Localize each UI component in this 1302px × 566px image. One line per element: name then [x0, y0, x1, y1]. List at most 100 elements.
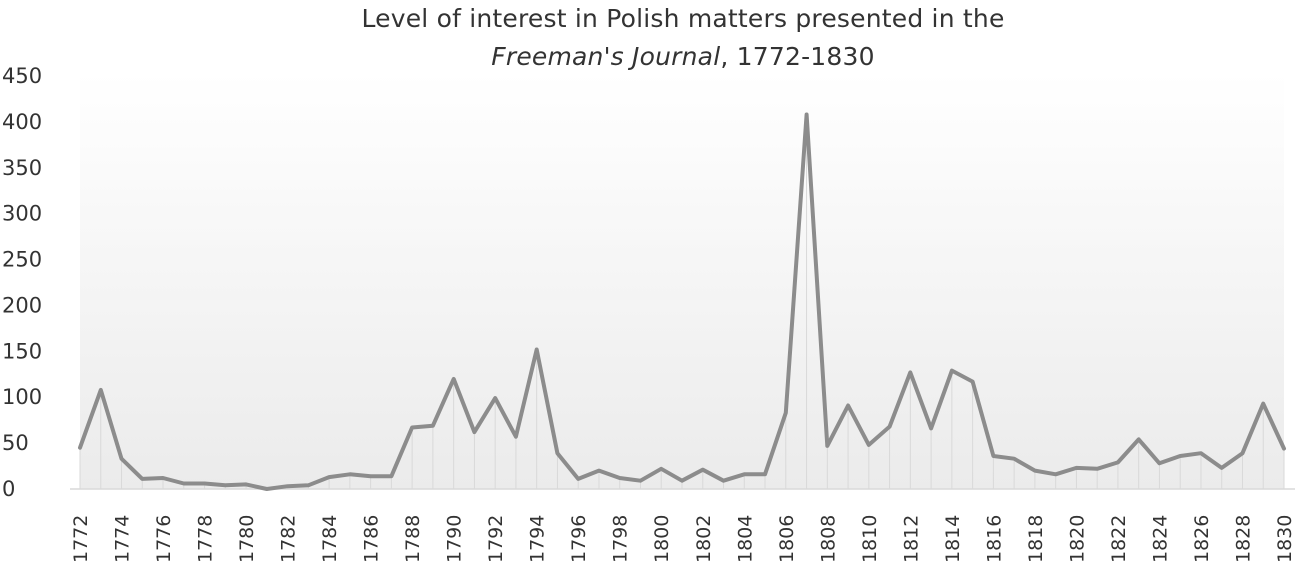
y-tick-label: 350: [2, 156, 42, 180]
data-point: [991, 454, 995, 458]
data-point: [1012, 457, 1016, 461]
x-tick-label: 1796: [568, 515, 590, 563]
x-tick-label: 1776: [153, 515, 175, 563]
x-tick-label: 1806: [776, 515, 798, 563]
data-point: [888, 425, 892, 429]
x-tick-label: 1816: [983, 515, 1005, 563]
data-point: [348, 472, 352, 476]
data-point: [99, 388, 103, 392]
data-point: [722, 479, 726, 483]
data-point: [472, 430, 476, 434]
data-point: [1220, 466, 1224, 470]
x-tick-label: 1828: [1232, 515, 1254, 563]
data-point: [805, 113, 809, 117]
data-point: [1033, 469, 1037, 473]
data-point: [576, 477, 580, 481]
x-tick-label: 1810: [859, 515, 881, 563]
x-tick-label: 1826: [1191, 515, 1213, 563]
x-tick-label: 1790: [444, 515, 466, 563]
data-point: [223, 483, 227, 487]
data-point: [410, 426, 414, 430]
data-point: [638, 479, 642, 483]
data-point: [659, 467, 663, 471]
drop-lines: [79, 114, 1285, 489]
data-point: [369, 474, 373, 478]
data-point: [1074, 466, 1078, 470]
x-tick-label: 1812: [900, 515, 922, 563]
data-point: [908, 370, 912, 374]
data-point: [1178, 454, 1182, 458]
data-point: [161, 476, 165, 480]
x-tick-label: 1822: [1108, 515, 1130, 563]
data-point: [1095, 467, 1099, 471]
data-point: [701, 468, 705, 472]
data-point: [1240, 451, 1244, 455]
data-point: [971, 380, 975, 384]
chart-title-years: , 1772-1830: [720, 42, 875, 71]
data-point: [389, 474, 393, 478]
x-tick-label: 1800: [651, 515, 673, 563]
data-point: [1137, 437, 1141, 441]
x-tick-label: 1798: [610, 515, 632, 563]
data-point: [846, 403, 850, 407]
data-point: [742, 472, 746, 476]
x-tick-label: 1804: [734, 515, 756, 563]
x-tick-label: 1814: [942, 515, 964, 563]
data-point: [1054, 472, 1058, 476]
y-axis-tick-labels: 0 50 100 150 200 250 300 350 400 450: [2, 64, 42, 501]
data-point: [1157, 461, 1161, 465]
data-point: [182, 481, 186, 485]
data-point: [597, 469, 601, 473]
data-point: [120, 457, 124, 461]
data-point: [950, 369, 954, 373]
data-points: [78, 113, 1286, 491]
y-tick-label: 300: [2, 202, 42, 226]
x-tick-label: 1786: [361, 515, 383, 563]
y-tick-label: 200: [2, 293, 42, 317]
data-point: [493, 396, 497, 400]
chart-title-line-1: Level of interest in Polish matters pres…: [361, 4, 1005, 33]
data-point: [140, 477, 144, 481]
data-point: [929, 426, 933, 430]
data-point: [78, 446, 82, 450]
data-point: [618, 476, 622, 480]
data-point: [680, 479, 684, 483]
x-tick-label: 1802: [693, 515, 715, 563]
data-point: [203, 481, 207, 485]
data-point: [784, 411, 788, 415]
y-tick-label: 0: [2, 477, 15, 501]
chart-title-line-2: Freeman's Journal, 1772-1830: [0, 42, 1302, 71]
data-point: [1199, 451, 1203, 455]
x-axis-tick-labels: 1772 1774 1776 1778 1780 1782 1784 1786 1788 1790…: [70, 515, 1296, 563]
x-tick-label: 1824: [1149, 515, 1171, 563]
y-tick-label: 450: [2, 64, 42, 88]
y-tick-label: 100: [2, 385, 42, 409]
data-point: [327, 475, 331, 479]
plot-area: [80, 72, 1284, 489]
data-point: [555, 451, 559, 455]
data-point: [431, 424, 435, 428]
data-point: [265, 487, 269, 491]
data-point: [514, 435, 518, 439]
x-tick-label: 1794: [527, 515, 549, 563]
x-tick-label: 1818: [1025, 515, 1047, 563]
x-tick-label: 1830: [1274, 515, 1296, 563]
y-tick-label: 150: [2, 339, 42, 363]
data-point: [1282, 447, 1286, 451]
x-tick-label: 1808: [817, 515, 839, 563]
data-point: [535, 347, 539, 351]
y-tick-label: 250: [2, 248, 42, 272]
data-point: [1116, 460, 1120, 464]
data-point: [286, 484, 290, 488]
x-tick-label: 1774: [112, 515, 134, 563]
data-point: [452, 377, 456, 381]
data-point: [867, 443, 871, 447]
y-tick-label: 400: [2, 110, 42, 134]
x-tick-label: 1780: [236, 515, 258, 563]
data-point: [1261, 402, 1265, 406]
x-tick-label: 1782: [278, 515, 300, 563]
chart-title-journal-name: Freeman's Journal: [491, 42, 721, 71]
data-point: [244, 482, 248, 486]
